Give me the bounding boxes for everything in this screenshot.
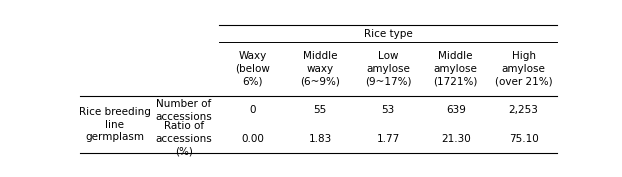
Text: 1.77: 1.77 xyxy=(376,134,399,144)
Text: Waxy
(below
6%): Waxy (below 6%) xyxy=(235,51,270,87)
Text: Middle
waxy
(6~9%): Middle waxy (6~9%) xyxy=(300,51,340,87)
Text: 639: 639 xyxy=(446,105,466,115)
Text: 21.30: 21.30 xyxy=(441,134,471,144)
Text: Middle
amylose
(1721%): Middle amylose (1721%) xyxy=(434,51,478,87)
Text: Low
amylose
(9~17%): Low amylose (9~17%) xyxy=(364,51,411,87)
Text: 53: 53 xyxy=(381,105,394,115)
Text: Rice breeding
line
germplasm: Rice breeding line germplasm xyxy=(79,107,151,142)
Text: High
amylose
(over 21%): High amylose (over 21%) xyxy=(494,51,552,87)
Text: Number of
accessions: Number of accessions xyxy=(156,99,212,122)
Text: Rice type: Rice type xyxy=(364,29,412,39)
Text: 0: 0 xyxy=(249,105,256,115)
Text: 0.00: 0.00 xyxy=(241,134,264,144)
Text: 2,253: 2,253 xyxy=(509,105,539,115)
Text: Ratio of
accessions
(%): Ratio of accessions (%) xyxy=(156,121,212,157)
Text: 75.10: 75.10 xyxy=(509,134,539,144)
Text: 1.83: 1.83 xyxy=(309,134,332,144)
Text: 55: 55 xyxy=(313,105,327,115)
